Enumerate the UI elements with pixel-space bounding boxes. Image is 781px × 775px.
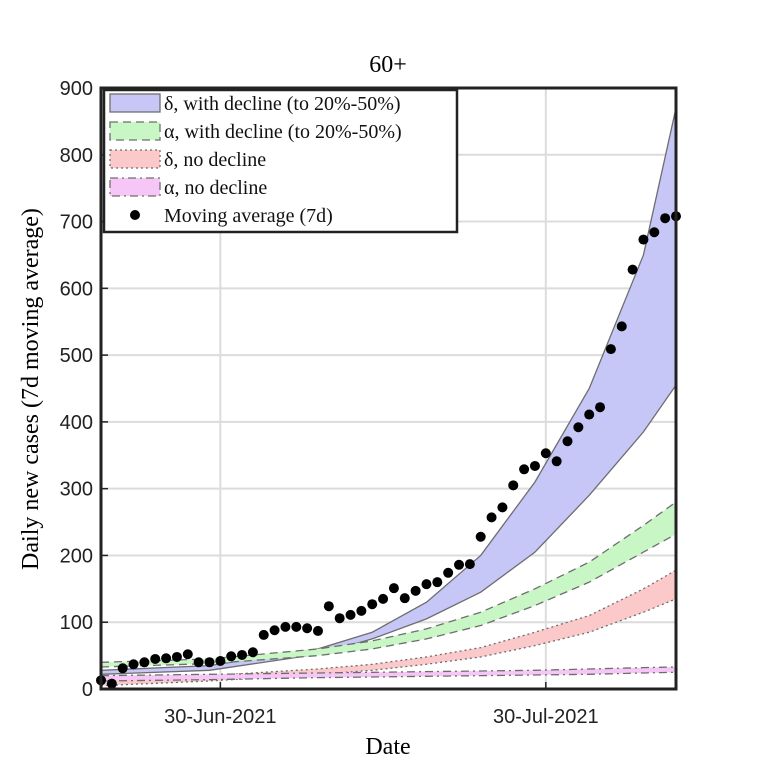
band-area: [101, 570, 676, 686]
data-point: [432, 577, 443, 588]
data-point: [616, 321, 627, 332]
data-point: [595, 402, 606, 413]
data-point: [117, 663, 128, 674]
legend-label: δ, with decline (to 20%-50%): [164, 93, 401, 115]
legend-swatch: [109, 149, 161, 169]
data-point: [378, 593, 389, 604]
legend-swatch: [109, 93, 161, 113]
data-point: [161, 653, 172, 664]
y-axis-label: Daily new cases (7d moving average): [18, 208, 44, 570]
data-point: [323, 601, 334, 612]
y-tick-label: 900: [60, 78, 93, 100]
data-point: [497, 502, 508, 513]
data-point: [345, 609, 356, 620]
band-area: [101, 502, 676, 667]
data-point: [139, 657, 150, 668]
data-point: [280, 621, 291, 632]
data-point: [226, 651, 237, 662]
y-tick-label: 500: [60, 345, 93, 367]
y-tick-label: 100: [60, 612, 93, 634]
data-point: [193, 657, 204, 668]
data-point: [312, 625, 323, 636]
data-point: [562, 436, 573, 447]
data-point: [605, 344, 616, 355]
band-edge: [101, 671, 676, 682]
band-area: [101, 108, 676, 675]
x-axis-label: Date: [365, 734, 410, 760]
data-point: [204, 657, 215, 668]
legend-marker: [130, 210, 140, 220]
legend-label: Moving average (7d): [164, 205, 333, 227]
data-point: [584, 409, 595, 420]
data-point: [247, 647, 258, 658]
legend-swatch: [109, 177, 161, 197]
data-point: [150, 653, 161, 664]
data-point: [258, 629, 269, 640]
data-point: [475, 531, 486, 542]
data-point: [540, 448, 551, 459]
data-point: [334, 613, 345, 624]
data-point: [443, 567, 454, 578]
band-edge: [101, 598, 676, 687]
y-tick-label: 400: [60, 412, 93, 434]
data-point: [182, 649, 193, 660]
band-edge: [101, 384, 676, 675]
data-point: [627, 264, 638, 275]
data-point: [464, 559, 475, 570]
legend-label: α, with decline (to 20%-50%): [164, 121, 402, 143]
data-point: [128, 659, 139, 670]
data-point: [573, 422, 584, 433]
band-edge: [101, 533, 676, 668]
band-area: [101, 666, 676, 681]
data-point: [215, 655, 226, 666]
data-point: [638, 234, 649, 245]
legend-box: [102, 88, 459, 234]
y-tick-label: 800: [60, 145, 93, 167]
legend-swatch: [109, 121, 161, 141]
data-point: [269, 625, 280, 636]
y-tick-label: 700: [60, 212, 93, 234]
data-point: [291, 621, 302, 632]
data-point: [106, 678, 117, 689]
chart-title: 60+: [369, 52, 407, 78]
band-edge: [101, 501, 676, 663]
band-edge: [101, 666, 676, 677]
plot-frame: [99, 86, 678, 691]
plot-area: [101, 107, 676, 687]
y-tick-label: 0: [82, 679, 93, 701]
x-tick-label: 30-Jul-2021: [493, 706, 599, 728]
x-tick-label: 30-Jun-2021: [164, 706, 276, 728]
data-point: [399, 593, 410, 604]
data-point: [421, 579, 432, 590]
data-point: [486, 512, 497, 523]
data-point: [519, 464, 530, 475]
y-tick-label: 600: [60, 278, 93, 300]
y-tick-label: 300: [60, 479, 93, 501]
data-point: [551, 456, 562, 467]
data-point: [508, 480, 519, 491]
data-point: [660, 213, 671, 224]
data-point: [367, 599, 378, 610]
data-point: [388, 583, 399, 594]
data-point: [410, 585, 421, 596]
data-point: [302, 623, 313, 634]
data-point: [356, 605, 367, 616]
data-point: [237, 649, 248, 660]
y-tick-label: 200: [60, 545, 93, 567]
legend-label: δ, no decline: [164, 149, 266, 171]
data-point: [529, 460, 540, 471]
data-point: [454, 559, 465, 570]
data-point: [171, 651, 182, 662]
data-point: [649, 227, 660, 238]
legend-label: α, no decline: [164, 177, 267, 199]
